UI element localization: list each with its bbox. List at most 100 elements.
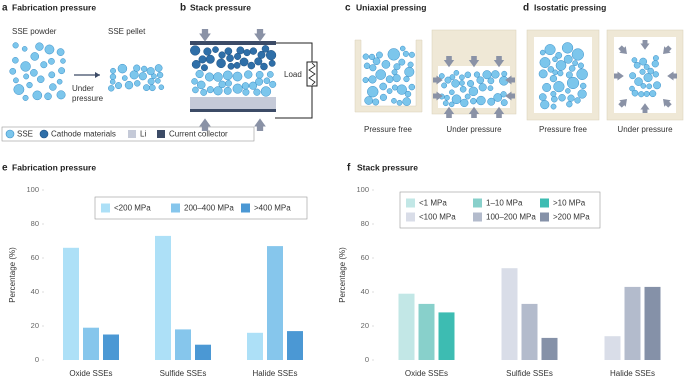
particle — [643, 73, 653, 83]
particle — [114, 82, 122, 90]
bar — [541, 337, 558, 360]
bar — [438, 312, 455, 360]
particle — [646, 83, 653, 90]
particle — [448, 101, 455, 108]
y-axis-label: Percentage (%) — [8, 247, 17, 303]
panel-title: Isostatic pressing — [534, 2, 606, 12]
particle — [261, 45, 270, 53]
bar — [83, 327, 99, 360]
particle — [478, 83, 487, 92]
particle — [213, 72, 223, 82]
particle — [453, 70, 460, 76]
pressure-arrow — [254, 118, 266, 131]
y-tick-label: 40 — [31, 287, 39, 296]
particle — [542, 82, 552, 92]
pressure-arrow — [493, 106, 505, 118]
legend-swatch — [473, 212, 482, 222]
pressure-arrow — [468, 106, 480, 118]
particle — [407, 61, 414, 68]
particle — [146, 67, 155, 76]
particle — [239, 57, 249, 67]
particle — [643, 90, 650, 97]
particle — [544, 44, 556, 56]
particle — [241, 82, 250, 90]
particle — [408, 51, 415, 58]
wire — [275, 42, 313, 119]
particle — [476, 76, 485, 85]
particle — [552, 56, 558, 63]
bar — [398, 293, 415, 360]
particle — [369, 64, 377, 72]
particle — [192, 86, 199, 94]
particle — [634, 77, 643, 86]
pressure-arrow — [667, 71, 677, 81]
particle — [255, 70, 264, 79]
particle — [48, 71, 56, 79]
legend-swatch — [473, 198, 482, 208]
particle — [464, 71, 472, 79]
particle — [253, 88, 261, 96]
particle — [451, 94, 462, 105]
particle — [558, 94, 566, 102]
particle — [232, 83, 243, 94]
particle — [381, 60, 391, 69]
particle — [364, 96, 373, 105]
particle — [647, 67, 654, 75]
particle — [35, 42, 44, 51]
particle — [141, 65, 148, 73]
particle — [631, 89, 639, 97]
particle — [391, 97, 397, 104]
particle — [555, 60, 567, 71]
particle — [552, 69, 558, 76]
particle — [110, 67, 116, 74]
particle — [572, 60, 578, 67]
particle — [195, 69, 204, 79]
x-tick-label: Oxide SSEs — [405, 369, 448, 378]
particle — [652, 55, 659, 62]
particle — [108, 85, 115, 92]
particle — [399, 45, 406, 52]
particle — [263, 77, 271, 85]
legend-label: Cathode materials — [51, 130, 116, 139]
particle — [387, 48, 400, 61]
particle — [473, 71, 481, 78]
particle — [268, 59, 276, 67]
pressure-arrow — [505, 75, 515, 85]
legend-label: SSE — [17, 130, 33, 139]
particle — [49, 83, 57, 91]
y-tick-label: 20 — [31, 321, 39, 330]
legend-label: Current collector — [169, 130, 228, 139]
particle — [580, 82, 587, 90]
particle — [191, 78, 198, 85]
particle — [36, 75, 45, 84]
y-tick-label: 0 — [35, 355, 39, 364]
particle — [196, 80, 206, 90]
particle — [385, 75, 394, 84]
pressure-arrow — [443, 106, 455, 118]
particle — [391, 69, 398, 76]
bar — [604, 336, 621, 360]
particle — [468, 86, 479, 97]
particle — [408, 83, 416, 91]
particle — [44, 92, 52, 101]
particle — [567, 94, 575, 102]
particle — [631, 57, 638, 63]
panel-label: d — [523, 3, 529, 14]
particle — [12, 57, 19, 64]
y-axis-label: Percentage (%) — [338, 247, 347, 303]
particle — [376, 51, 383, 59]
pressure-arrow — [663, 99, 672, 108]
particle — [265, 50, 277, 61]
particle — [20, 61, 31, 72]
particle — [550, 90, 557, 97]
particle — [212, 46, 219, 53]
particle — [538, 93, 547, 101]
bar — [247, 332, 263, 360]
particle — [639, 57, 648, 66]
particle — [391, 84, 398, 91]
particle — [362, 53, 369, 60]
particle — [60, 58, 66, 64]
particle — [12, 42, 19, 49]
particle — [539, 49, 546, 56]
particle — [56, 78, 63, 85]
